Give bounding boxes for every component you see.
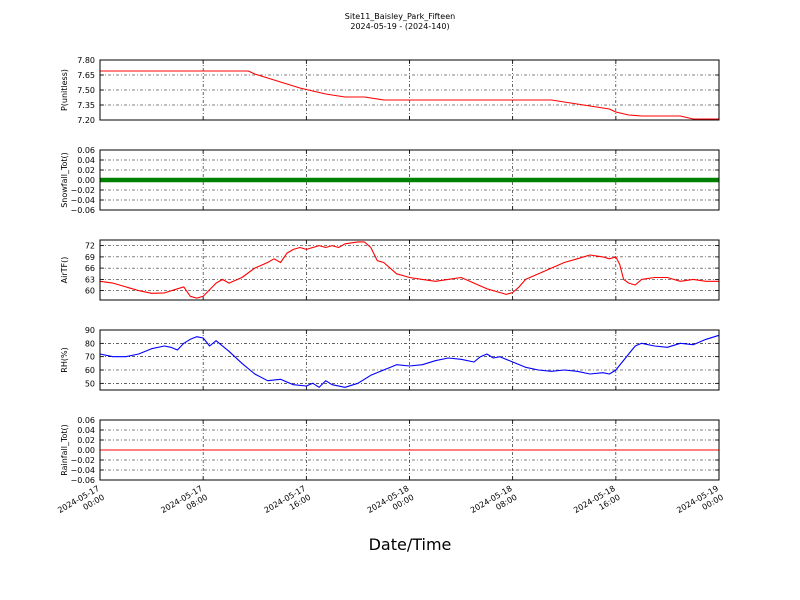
y-tick-label: −0.04 — [70, 466, 95, 475]
panel-frame — [99, 329, 720, 391]
y-tick-label: 90 — [85, 326, 95, 335]
chart-panels: 7.807.657.507.357.20P(unitless)0.060.040… — [60, 56, 720, 485]
panel-1: 7.80 7.65 7.50 7.35 7.20 P(unitless) — [60, 56, 720, 125]
chart-subtitle: 2024-05-19 - (2024-140) — [350, 22, 449, 31]
y-tick-label: 0.04 — [77, 156, 95, 165]
y-tick-label: 50 — [85, 379, 95, 388]
y-tick-label: 7.20 — [77, 116, 95, 125]
y-tick-label: 7.65 — [77, 71, 95, 80]
y-tick-label: 0.04 — [77, 426, 95, 435]
chart-title: Site11_Baisley_Park_Fifteen — [345, 12, 455, 21]
y-tick-label: 72 — [85, 242, 95, 251]
panel-frame — [99, 149, 720, 211]
y-tick-label: 0.00 — [77, 176, 95, 185]
y-tick-label: 0.06 — [77, 146, 95, 155]
y-tick-label: 0.00 — [77, 446, 95, 455]
y-tick-label: 70 — [85, 353, 95, 362]
panel-2: 0.060.040.020.00−0.02−0.04−0.06Snowfall_… — [60, 146, 720, 215]
y-tick-label: 7.50 — [77, 86, 95, 95]
y-tick-label: 7.80 — [77, 56, 95, 65]
series-line — [99, 241, 719, 299]
panel-4: 90 80 70 60 50 RH(%) — [60, 326, 720, 391]
y-tick-label: −0.02 — [70, 456, 95, 465]
series-line — [100, 70, 719, 120]
y-tick-label: 0.02 — [77, 436, 95, 445]
y-tick-label: 60 — [85, 287, 95, 296]
panel-5: 0.060.040.020.00−0.02−0.04−0.06Rainfall_… — [60, 416, 720, 485]
series-line — [99, 334, 720, 388]
y-tick-label: 0.06 — [77, 416, 95, 425]
y-axis-label: Rainfall_Tot() — [60, 424, 69, 476]
y-tick-label: 69 — [85, 253, 95, 262]
panel-frame — [99, 419, 720, 481]
y-tick-label: −0.02 — [70, 186, 95, 195]
y-axis-label: Snowfall_Tot() — [60, 152, 69, 208]
y-tick-label: −0.04 — [70, 196, 95, 205]
y-tick-label: 7.35 — [77, 101, 95, 110]
y-axis-label: P(unitless) — [60, 69, 69, 111]
y-tick-label: 63 — [85, 275, 95, 284]
y-tick-label: −0.06 — [70, 206, 95, 215]
y-tick-label: 66 — [85, 264, 95, 273]
panel-3: 72 69 66 63 60 AirTF() — [60, 239, 720, 301]
y-axis-label: RH(%) — [60, 347, 69, 372]
panel-frame — [99, 59, 720, 121]
y-axis-label: AirTF() — [60, 257, 69, 284]
y-tick-label: 60 — [85, 366, 95, 375]
y-tick-label: 0.02 — [77, 166, 95, 175]
y-tick-label: 80 — [85, 339, 95, 348]
panel-frame — [99, 239, 720, 301]
x-axis-label: Date/Time — [369, 535, 452, 554]
y-tick-label: −0.06 — [70, 476, 95, 485]
